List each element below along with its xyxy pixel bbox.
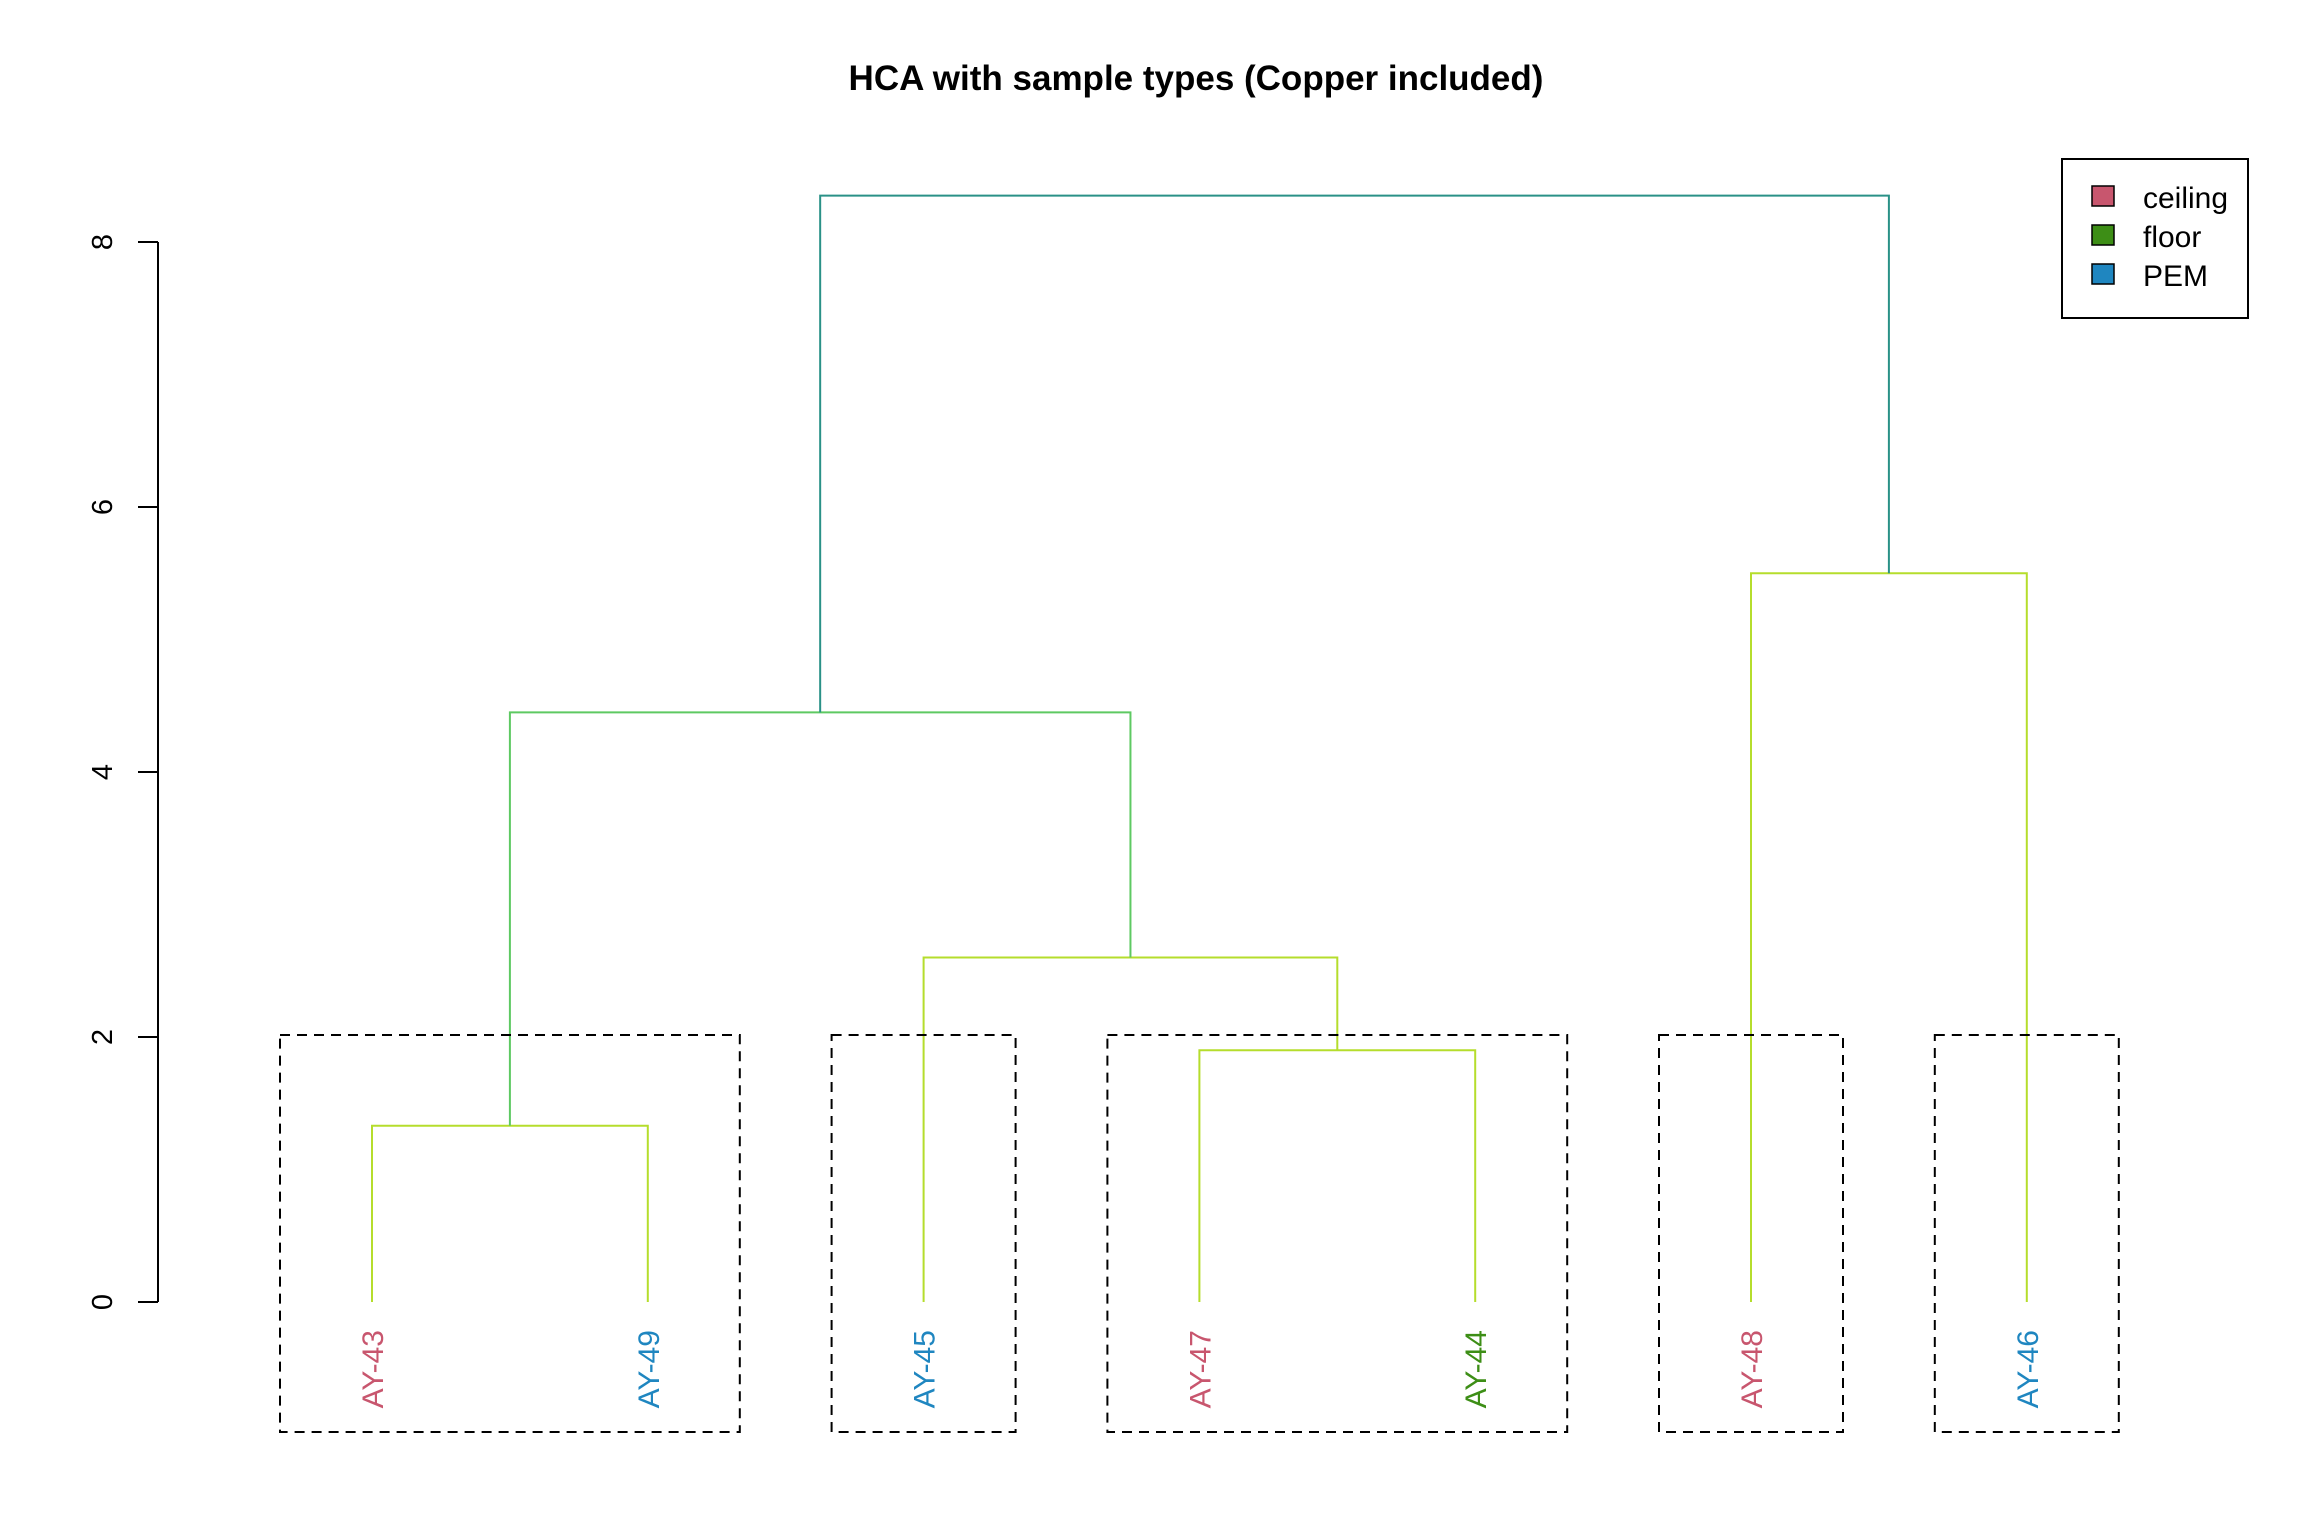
leaf-label: AY-47 <box>1184 1330 1217 1408</box>
legend-swatch-floor <box>2091 224 2115 246</box>
cluster-box-4 <box>1658 1034 1844 1433</box>
y-tick-label: 8 <box>87 234 119 250</box>
y-tick-label: 4 <box>87 764 119 780</box>
legend-swatch-ceiling <box>2091 185 2115 207</box>
y-axis: 0 2 4 6 8 <box>87 234 159 1310</box>
y-tick-label: 0 <box>87 1294 119 1310</box>
leaf-label: AY-49 <box>633 1330 666 1408</box>
y-tick-label: 6 <box>87 499 119 515</box>
y-tick-label: 2 <box>87 1029 119 1045</box>
branch-1 <box>371 1124 649 1302</box>
leaf-labels: AY-43 AY-49 AY-45 AY-47 AY-44 AY-48 AY-46 <box>357 1330 2045 1408</box>
leaf-label: AY-46 <box>2012 1330 2045 1408</box>
legend-label: PEM <box>2143 260 2208 293</box>
legend-box <box>2061 158 2249 319</box>
branch-6 <box>819 194 1890 713</box>
cluster-box-5 <box>1933 1034 2120 1433</box>
cluster-box-3 <box>1106 1034 1569 1433</box>
branch-4 <box>508 711 1132 1126</box>
dendrogram-branches <box>371 194 2028 1302</box>
legend-swatch-pem <box>2091 263 2115 285</box>
cluster-box-1 <box>279 1034 741 1433</box>
legend: ceiling floor PEM <box>2061 158 2249 319</box>
branch-2 <box>1198 1049 1477 1302</box>
leaf-label: AY-45 <box>909 1330 942 1408</box>
leaf-label: AY-44 <box>1460 1330 1493 1408</box>
branch-3 <box>922 956 1339 1302</box>
cluster-box-2 <box>830 1034 1017 1433</box>
legend-label: floor <box>2143 221 2201 254</box>
chart-title: HCA with sample types (Copper included) <box>849 59 1544 98</box>
leaf-label: AY-48 <box>1736 1330 1769 1408</box>
branch-5 <box>1750 572 2028 1302</box>
cluster-boxes <box>279 1034 2120 1433</box>
legend-label: ceiling <box>2143 182 2228 215</box>
leaf-label: AY-43 <box>357 1330 390 1408</box>
